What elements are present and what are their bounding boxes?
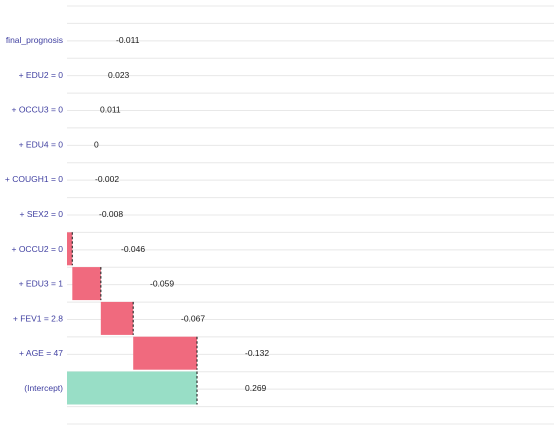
bar--intercept- bbox=[67, 371, 197, 405]
value-label: -0.067 bbox=[181, 313, 205, 323]
row-label: (Intercept) bbox=[24, 383, 63, 393]
value-label: -0.059 bbox=[150, 279, 174, 289]
value-label: -0.132 bbox=[245, 348, 269, 358]
value-label: 0 bbox=[94, 139, 99, 149]
bar--edu3-1 bbox=[72, 267, 101, 301]
row-label: + EDU3 = 1 bbox=[19, 279, 64, 289]
row-labels: (Intercept) + AGE = 47 + FEV1 = 2.8 + EDU3 … bbox=[5, 35, 63, 393]
row-label: + COUGH1 = 0 bbox=[5, 174, 63, 184]
value-label: 0.023 bbox=[108, 70, 130, 80]
bar--age-47 bbox=[133, 336, 197, 370]
row-label: + OCCU2 = 0 bbox=[12, 244, 64, 254]
row-label: + FEV1 = 2.8 bbox=[13, 313, 63, 323]
value-label: 0.011 bbox=[100, 105, 121, 115]
row-label: final_prognosis bbox=[6, 35, 63, 45]
bars-layer bbox=[67, 232, 198, 405]
value-label: -0.046 bbox=[121, 244, 145, 254]
row-label: + EDU4 = 0 bbox=[19, 139, 64, 149]
row-label: + SEX2 = 0 bbox=[20, 209, 64, 219]
grid-lines bbox=[67, 5, 554, 425]
bar--fev1-2-8 bbox=[100, 301, 134, 335]
value-labels: 0.269 -0.132 -0.067 -0.059 -0.046 -0.008 -0.00… bbox=[94, 35, 269, 393]
value-label: 0.269 bbox=[245, 383, 267, 393]
row-label: + EDU2 = 0 bbox=[19, 70, 64, 80]
bar--occu2-0 bbox=[67, 232, 73, 266]
row-label: + AGE = 47 bbox=[19, 348, 63, 358]
value-label: -0.011 bbox=[116, 35, 140, 45]
value-label: -0.002 bbox=[95, 174, 119, 184]
row-label: + OCCU3 = 0 bbox=[12, 105, 64, 115]
value-label: -0.008 bbox=[99, 209, 123, 219]
